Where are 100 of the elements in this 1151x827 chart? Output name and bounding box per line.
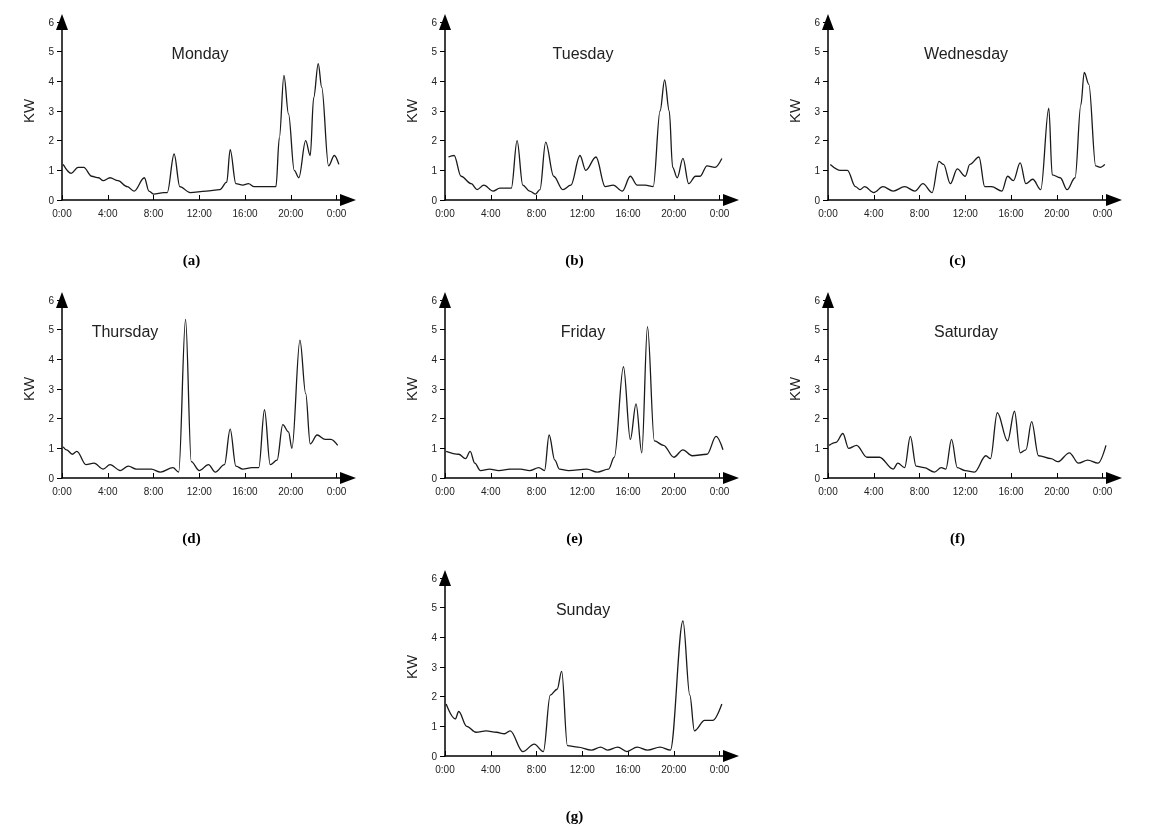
line-series [445, 326, 724, 473]
line-series [62, 318, 339, 473]
line-series [829, 71, 1106, 194]
x-tick-label: 8:00 [143, 207, 164, 219]
y-tick-label: 1 [814, 442, 821, 454]
x-tick-label: 12:00 [569, 763, 596, 775]
x-tick-label: 8:00 [526, 763, 547, 775]
x-tick-label: 8:00 [526, 485, 547, 497]
line-series [62, 62, 340, 195]
x-tick-label: 16:00 [232, 485, 258, 497]
y-tick-label: 4 [431, 75, 438, 87]
text: Wednesday [923, 44, 1009, 62]
x-tick-label: 12:00 [952, 207, 979, 219]
x-tick-label: 12:00 [186, 207, 213, 219]
x-tick-label: 16:00 [998, 485, 1024, 497]
y-tick-label: 0 [48, 472, 55, 484]
x-tick-label: 0:00 [52, 207, 73, 219]
x-tick-label: 16:00 [615, 485, 641, 497]
y-tick-label: 0 [431, 194, 438, 206]
x-tick-label: 0:00 [435, 207, 456, 219]
x-tick-label: 0:00 [1092, 485, 1113, 497]
text: (a) [182, 251, 201, 269]
x-tick-label: 16:00 [615, 207, 641, 219]
y-tick-label: 5 [48, 46, 55, 58]
y-tick-label: 3 [48, 383, 55, 395]
y-axis-title: KW [786, 98, 803, 124]
text: Saturday [933, 322, 999, 340]
x-tick-label: 4:00 [481, 207, 501, 219]
text: (e) [566, 529, 583, 547]
x-tick-label: 0:00 [818, 207, 839, 219]
x-tick-label: 12:00 [952, 485, 979, 497]
y-tick-label: 5 [814, 46, 821, 58]
x-tick-label: 12:00 [569, 207, 596, 219]
x-tick-label: 8:00 [526, 207, 547, 219]
x-tick-label: 20:00 [661, 763, 687, 775]
y-tick-label: 5 [431, 324, 438, 336]
x-tick-label: 20:00 [661, 485, 687, 497]
y-axis-title: KW [20, 98, 37, 124]
line-series [828, 410, 1107, 473]
x-tick-label: 16:00 [998, 207, 1024, 219]
x-tick-label: 0:00 [52, 485, 73, 497]
text: (c) [949, 251, 966, 269]
y-tick-label: 6 [814, 16, 821, 28]
y-tick-label: 0 [48, 194, 55, 206]
y-axis-title: KW [20, 376, 37, 402]
y-tick-label: 2 [431, 413, 438, 425]
x-tick-label: 0:00 [326, 485, 347, 497]
y-tick-label: 4 [48, 75, 55, 87]
x-tick-label: 20:00 [278, 485, 304, 497]
x-tick-label: 4:00 [481, 485, 501, 497]
y-tick-label: 3 [431, 661, 438, 673]
y-tick-label: 2 [48, 135, 55, 147]
y-axis-title: KW [403, 98, 420, 124]
x-tick-label: 12:00 [569, 485, 596, 497]
y-axis-title: KW [403, 376, 420, 402]
y-tick-label: 6 [48, 294, 55, 306]
y-tick-label: 3 [48, 105, 55, 117]
x-tick-label: 0:00 [435, 485, 456, 497]
y-tick-label: 6 [431, 294, 438, 306]
y-tick-label: 5 [48, 324, 55, 336]
y-tick-label: 6 [431, 572, 438, 584]
y-tick-label: 6 [48, 16, 55, 28]
y-tick-label: 6 [814, 294, 821, 306]
x-tick-label: 20:00 [278, 207, 304, 219]
x-tick-label: 20:00 [1044, 485, 1070, 497]
x-tick-label: 4:00 [864, 207, 884, 219]
text: Monday [171, 44, 229, 62]
y-tick-label: 0 [431, 472, 438, 484]
y-tick-label: 1 [48, 442, 55, 454]
x-tick-label: 20:00 [1044, 207, 1070, 219]
x-tick-label: 8:00 [909, 485, 930, 497]
y-tick-label: 3 [814, 383, 821, 395]
y-tick-label: 1 [48, 164, 55, 176]
y-tick-label: 4 [431, 353, 438, 365]
y-tick-label: 6 [431, 16, 438, 28]
x-tick-label: 0:00 [1092, 207, 1113, 219]
y-tick-label: 3 [431, 383, 438, 395]
x-tick-label: 4:00 [98, 485, 118, 497]
line-series [447, 79, 723, 195]
y-tick-label: 1 [431, 720, 438, 732]
x-tick-label: 0:00 [709, 485, 730, 497]
y-tick-label: 4 [814, 353, 821, 365]
y-tick-label: 2 [431, 135, 438, 147]
y-tick-label: 2 [814, 135, 821, 147]
y-tick-label: 2 [431, 691, 438, 703]
y-tick-label: 1 [431, 442, 438, 454]
x-tick-label: 0:00 [709, 763, 730, 775]
y-tick-label: 0 [814, 472, 821, 484]
y-tick-label: 5 [431, 602, 438, 614]
x-tick-label: 8:00 [909, 207, 930, 219]
x-tick-label: 12:00 [186, 485, 213, 497]
text: Sunday [555, 600, 611, 618]
text: Thursday [91, 322, 159, 340]
x-tick-label: 0:00 [326, 207, 347, 219]
x-tick-label: 4:00 [98, 207, 118, 219]
x-tick-label: 16:00 [615, 763, 641, 775]
y-tick-label: 4 [48, 353, 55, 365]
y-tick-label: 2 [814, 413, 821, 425]
y-tick-label: 5 [431, 46, 438, 58]
y-axis-title: KW [786, 376, 803, 402]
